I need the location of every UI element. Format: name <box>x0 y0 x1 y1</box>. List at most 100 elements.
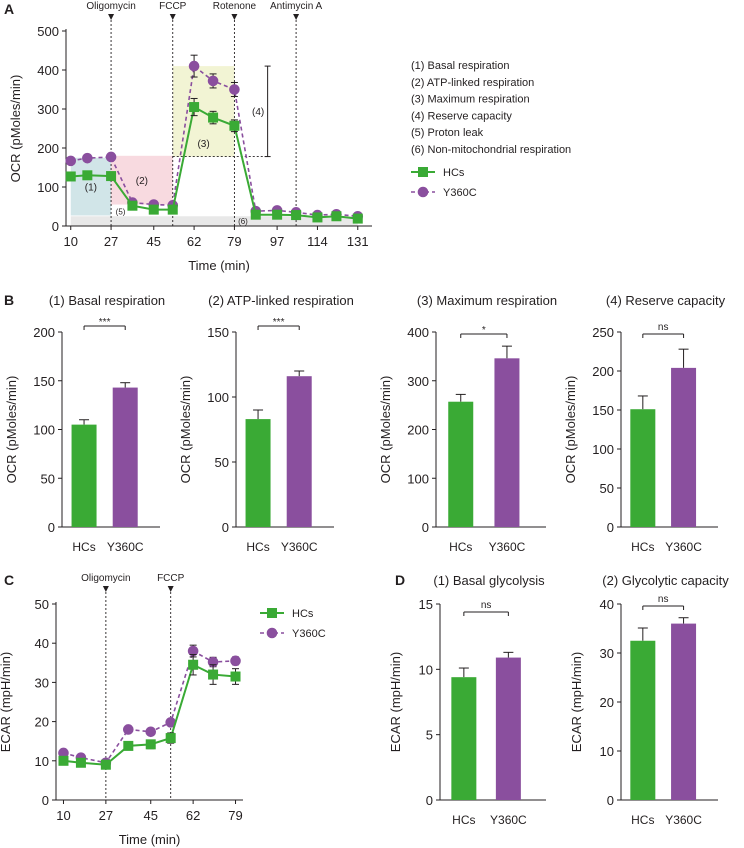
data-point <box>207 75 219 87</box>
y-tick-label: 50 <box>215 455 229 470</box>
legend-label: HCs <box>292 608 314 620</box>
y-tick-label: 15 <box>419 597 433 612</box>
phase-legend-item: (2) ATP-linked respiration <box>411 77 534 89</box>
data-point <box>229 120 240 131</box>
y-axis-label: ECAR (mpH/min) <box>388 652 403 752</box>
y-tick-label: 150 <box>592 403 614 418</box>
data-point <box>65 171 76 182</box>
data-point <box>82 152 93 164</box>
y-axis-label: OCR (pMoles/min) <box>8 75 23 183</box>
injection-label: FCCP <box>157 573 185 584</box>
chart-title: (2) Glycolytic capacity <box>602 573 729 588</box>
data-point <box>105 151 117 163</box>
phase-legend-item: (6) Non-mitochondrial respiration <box>411 144 571 156</box>
y-tick-label: 100 <box>37 180 59 195</box>
phase-legend-item: (3) Maximum respiration <box>411 94 530 106</box>
data-point <box>352 213 363 224</box>
legend-label: HCs <box>443 167 465 179</box>
bar-hcs <box>630 640 656 800</box>
category-label: HCs <box>631 813 654 827</box>
data-point <box>127 200 138 211</box>
region-1 <box>70 157 112 216</box>
bar-y360c <box>495 657 521 800</box>
y-tick-label: 40 <box>35 636 49 651</box>
data-point <box>229 84 240 95</box>
y-tick-label: 30 <box>35 675 49 690</box>
y-tick-label: 50 <box>41 471 55 486</box>
y-axis-label: OCR (pMoles/min) <box>378 376 393 484</box>
category-label: HCs <box>72 540 95 554</box>
x-tick-label: 45 <box>147 234 161 249</box>
category-label: HCs <box>631 540 654 554</box>
bar-y360c <box>494 358 520 527</box>
y-tick-label: 200 <box>592 364 614 379</box>
bar-hcs <box>630 409 656 527</box>
panel-label: A <box>4 1 14 17</box>
significance-label: ns <box>658 594 669 605</box>
bar-y360c <box>112 387 138 527</box>
x-tick-label: 45 <box>144 808 158 823</box>
x-tick-label: 114 <box>307 234 328 249</box>
legend: HCs Y360C <box>411 167 477 199</box>
data-point <box>230 671 241 682</box>
x-tick-label: 97 <box>270 234 284 249</box>
phase-legend-item: (1) Basal respiration <box>411 60 509 72</box>
arrow-down-icon <box>231 14 238 20</box>
y-tick-label: 400 <box>407 325 429 340</box>
injection-label: Rotenone <box>213 1 257 12</box>
y-tick-label: 100 <box>592 442 614 457</box>
x-tick-label: 10 <box>64 234 78 249</box>
bar-y360c <box>286 376 312 527</box>
data-point <box>331 211 342 222</box>
y-tick-label: 50 <box>600 481 614 496</box>
arrow-down-icon <box>169 14 176 20</box>
y-tick-label: 5 <box>426 728 433 743</box>
chart-title: (2) ATP-linked respiration <box>208 293 354 308</box>
arrow-down-icon <box>167 586 174 592</box>
y-tick-label: 10 <box>600 744 614 759</box>
category-label: HCs <box>246 540 269 554</box>
category-label: Y360C <box>107 540 144 554</box>
y-tick-label: 10 <box>35 754 49 769</box>
y-tick-label: 200 <box>33 325 55 340</box>
series-hcs <box>58 654 241 770</box>
legend-marker <box>267 608 277 618</box>
legend: HCs Y360C <box>260 608 326 640</box>
x-tick-label: 62 <box>187 234 201 249</box>
phase-legend-item: (4) Reserve capacity <box>411 110 512 122</box>
y-tick-label: 0 <box>52 219 59 234</box>
x-axis-label: Time (min) <box>119 832 181 847</box>
x-tick-label: 79 <box>228 808 242 823</box>
x-tick-label: 131 <box>347 234 369 249</box>
y-tick-label: 30 <box>600 646 614 661</box>
category-label: Y360C <box>281 540 318 554</box>
y-tick-label: 300 <box>407 374 429 389</box>
y-tick-label: 20 <box>35 715 49 730</box>
panel-label: B <box>4 292 14 308</box>
chart-title: (1) Basal glycolysis <box>433 573 545 588</box>
data-point <box>208 112 219 123</box>
injection-label: Oligomycin <box>86 1 135 12</box>
y-tick-label: 300 <box>37 102 59 117</box>
y-axis-label: OCR (pMoles/min) <box>563 376 578 484</box>
data-point <box>167 204 178 215</box>
annotation: (4) <box>252 107 264 118</box>
chart-title: (1) Basal respiration <box>49 293 165 308</box>
chart-b2: 0 50 100 150 HCs Y360C *** (2) ATP-linked respi… <box>178 293 354 554</box>
injection-label: FCCP <box>159 1 187 12</box>
x-tick-label: 79 <box>227 234 241 249</box>
y-tick-label: 10 <box>419 662 433 677</box>
chart-d1: 0 5 10 15 HCs Y360C ns (1) Basal glycolysis ECAR… <box>388 573 546 827</box>
x-axis-label: Time (min) <box>188 258 250 273</box>
y-tick-label: 40 <box>600 597 614 612</box>
arrow-down-icon <box>293 14 300 20</box>
y-tick-label: 0 <box>422 520 429 535</box>
y-tick-label: 0 <box>607 520 614 535</box>
legend-marker <box>418 167 428 177</box>
significance-label: *** <box>273 317 285 328</box>
chart-title: (4) Reserve capacity <box>606 293 726 308</box>
data-point <box>75 757 86 768</box>
y-tick-label: 100 <box>407 471 429 486</box>
chart-d2: 0 10 20 30 40 HCs Y360C ns (2) Glycolytic capaci… <box>569 573 729 827</box>
category-label: HCs <box>452 813 475 827</box>
